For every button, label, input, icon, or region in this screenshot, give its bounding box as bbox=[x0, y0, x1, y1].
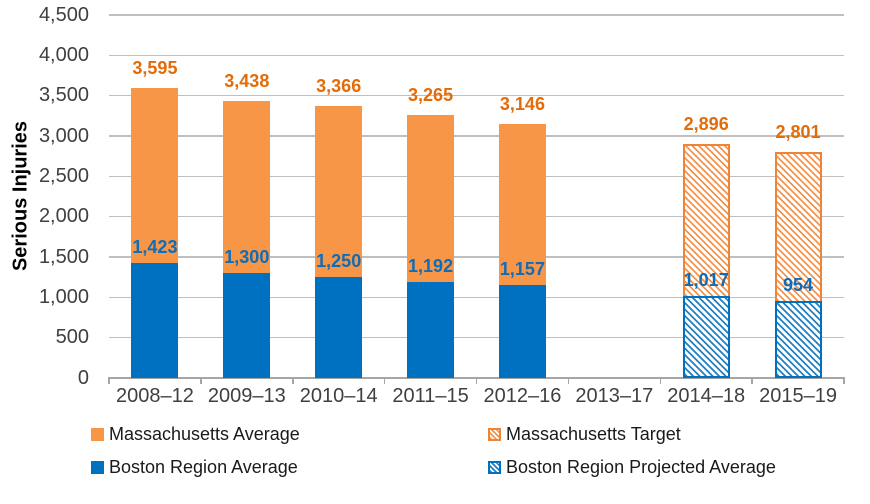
legend: Massachusetts Average Massachusetts Targ… bbox=[91, 424, 776, 477]
legend-label: Massachusetts Target bbox=[506, 423, 681, 444]
bar-segment-boston-region bbox=[223, 273, 271, 378]
gridline bbox=[109, 296, 844, 299]
data-label-massachusetts: 3,146 bbox=[499, 94, 545, 115]
y-axis-tick-label: 4,500 bbox=[38, 3, 89, 26]
x-axis-tick-mark bbox=[475, 378, 478, 384]
data-label-boston-region: 1,300 bbox=[224, 247, 270, 268]
x-axis-tick-mark bbox=[108, 378, 110, 384]
gridline bbox=[109, 14, 844, 16]
x-axis-tick-mark bbox=[292, 378, 294, 384]
bar-segment-boston-region bbox=[315, 277, 363, 378]
legend-label: Massachusetts Average bbox=[109, 423, 300, 444]
gridline bbox=[109, 94, 844, 97]
y-axis-tick-label: 1,500 bbox=[38, 245, 89, 268]
x-axis-category-label: 2015–19 bbox=[759, 385, 837, 407]
bar-segment-massachusetts bbox=[315, 106, 363, 278]
gridline bbox=[109, 336, 844, 339]
legend-label: Boston Region Projected Average bbox=[506, 456, 776, 477]
legend-item-boston-region-average: Boston Region Average bbox=[91, 457, 488, 477]
blue-hatch-swatch-icon bbox=[488, 460, 501, 474]
legend-label: Boston Region Average bbox=[109, 456, 298, 477]
bar-segment-massachusetts bbox=[774, 152, 822, 302]
legend-item-massachusetts-average: Massachusetts Average bbox=[91, 424, 488, 444]
data-label-boston-region: 954 bbox=[783, 275, 814, 296]
gridline bbox=[109, 215, 844, 218]
x-axis-tick-mark bbox=[383, 378, 386, 384]
data-label-massachusetts: 3,265 bbox=[408, 84, 454, 105]
x-axis-category-label: 2011–15 bbox=[392, 385, 469, 407]
bar-segment-massachusetts bbox=[407, 114, 455, 282]
orange-solid-swatch-icon bbox=[91, 427, 104, 441]
data-label-boston-region: 1,017 bbox=[683, 269, 729, 290]
legend-item-boston-region-projected-average: Boston Region Projected Average bbox=[488, 457, 776, 477]
y-axis-tick-label: 2,000 bbox=[38, 205, 89, 228]
x-axis-tick-mark bbox=[200, 378, 202, 384]
bar-segment-boston-region bbox=[774, 301, 822, 378]
y-axis-tick-label: 0 bbox=[77, 366, 89, 389]
data-label-boston-region: 1,423 bbox=[132, 237, 178, 258]
data-label-boston-region: 1,250 bbox=[316, 251, 362, 272]
bar-segment-boston-region bbox=[131, 263, 179, 378]
y-axis-tick-label: 2,500 bbox=[38, 164, 89, 187]
blue-solid-swatch-icon bbox=[91, 460, 104, 474]
x-axis-tick-mark bbox=[659, 378, 661, 384]
bar-segment-boston-region bbox=[498, 284, 546, 378]
data-label-massachusetts: 3,438 bbox=[224, 70, 270, 91]
data-label-massachusetts: 3,595 bbox=[132, 58, 178, 78]
data-label-massachusetts: 3,366 bbox=[316, 76, 362, 97]
x-axis-category-label: 2010–14 bbox=[299, 385, 378, 407]
gridline bbox=[109, 54, 844, 57]
x-axis-tick-mark bbox=[567, 378, 570, 384]
bar-segment-massachusetts bbox=[682, 144, 730, 296]
bar-segment-boston-region bbox=[682, 295, 730, 378]
y-axis-tick-label: 3,500 bbox=[38, 84, 89, 107]
y-axis-tick-label: 3,000 bbox=[38, 124, 89, 147]
data-label-boston-region: 1,192 bbox=[408, 255, 454, 276]
y-axis-tick-label: 4,000 bbox=[38, 43, 89, 66]
x-axis-category-label: 2014–18 bbox=[667, 385, 746, 407]
orange-hatch-swatch-icon bbox=[488, 427, 501, 441]
gridline bbox=[109, 256, 844, 258]
data-label-massachusetts: 2,801 bbox=[775, 122, 821, 143]
gridline bbox=[109, 135, 844, 137]
x-axis-category-label: 2008–12 bbox=[116, 385, 194, 407]
data-label-boston-region: 1,157 bbox=[499, 258, 545, 279]
bar-segment-massachusetts bbox=[131, 88, 179, 264]
data-label-massachusetts: 2,896 bbox=[683, 114, 729, 135]
bar-segment-boston-region bbox=[407, 281, 455, 378]
bar-segment-massachusetts bbox=[498, 124, 546, 285]
x-axis-tick-mark bbox=[843, 378, 845, 384]
x-axis-category-label: 2009–13 bbox=[207, 385, 286, 407]
x-axis-category-label: 2013–17 bbox=[575, 385, 654, 407]
x-axis-category-label: 2012–16 bbox=[483, 385, 562, 407]
y-axis-tick-label: 1,000 bbox=[38, 285, 89, 308]
gridline bbox=[109, 175, 844, 178]
legend-item-massachusetts-target: Massachusetts Target bbox=[488, 424, 776, 444]
bar-segment-massachusetts bbox=[223, 100, 271, 274]
y-axis-tick-label: 500 bbox=[55, 326, 89, 349]
x-axis-tick-mark bbox=[751, 378, 753, 384]
